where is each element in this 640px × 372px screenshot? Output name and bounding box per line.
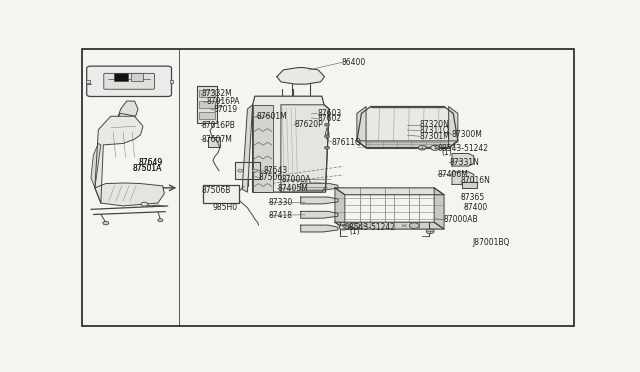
Text: 87506: 87506	[259, 173, 283, 182]
Text: 87602: 87602	[317, 114, 341, 123]
Circle shape	[410, 223, 419, 228]
Text: 87620P: 87620P	[294, 121, 323, 129]
Text: 87016PB: 87016PB	[201, 121, 235, 130]
Polygon shape	[335, 188, 345, 229]
Text: 87405M: 87405M	[277, 184, 308, 193]
Text: (1): (1)	[350, 227, 360, 237]
Polygon shape	[301, 225, 338, 232]
Polygon shape	[208, 137, 220, 147]
FancyBboxPatch shape	[104, 73, 154, 89]
Text: 87019: 87019	[214, 105, 238, 115]
Text: 87000AB: 87000AB	[443, 215, 477, 224]
Circle shape	[350, 223, 360, 228]
Text: 87330: 87330	[269, 198, 293, 207]
Text: 87016PA: 87016PA	[207, 97, 240, 106]
Text: 87611Q: 87611Q	[332, 138, 362, 147]
Text: 87331N: 87331N	[449, 158, 479, 167]
Text: S: S	[342, 225, 346, 230]
Polygon shape	[449, 106, 458, 148]
Circle shape	[141, 202, 148, 206]
Text: 87000A: 87000A	[282, 175, 311, 185]
Polygon shape	[91, 144, 101, 188]
Text: 87506B: 87506B	[201, 186, 230, 195]
Circle shape	[324, 146, 330, 149]
Text: 87300M: 87300M	[452, 130, 483, 139]
Text: 87603: 87603	[317, 109, 341, 118]
Circle shape	[339, 225, 348, 230]
Polygon shape	[281, 105, 329, 192]
Text: 87418: 87418	[269, 211, 293, 220]
Text: 87607M: 87607M	[201, 135, 232, 144]
Polygon shape	[357, 106, 366, 148]
Text: 87649: 87649	[138, 158, 163, 167]
Polygon shape	[118, 101, 138, 116]
Polygon shape	[434, 188, 444, 229]
Text: (1): (1)	[441, 148, 452, 157]
Bar	[199, 101, 215, 108]
Bar	[114, 73, 128, 81]
Circle shape	[253, 169, 257, 172]
Bar	[131, 73, 143, 81]
Text: 87643: 87643	[264, 166, 288, 174]
Polygon shape	[301, 211, 338, 218]
Polygon shape	[452, 172, 474, 185]
Circle shape	[431, 145, 440, 150]
Polygon shape	[242, 105, 253, 192]
Circle shape	[426, 229, 434, 234]
Polygon shape	[95, 116, 143, 203]
Bar	[86, 80, 90, 83]
Text: 87649: 87649	[138, 158, 163, 167]
Text: 985H0: 985H0	[213, 203, 238, 212]
Text: 08543-51242: 08543-51242	[437, 144, 488, 153]
Circle shape	[158, 219, 163, 222]
Text: 87501A: 87501A	[132, 164, 162, 173]
Text: 87332M: 87332M	[201, 89, 232, 99]
FancyBboxPatch shape	[86, 66, 172, 96]
Bar	[199, 90, 215, 97]
Circle shape	[103, 221, 109, 225]
Polygon shape	[301, 183, 338, 190]
Polygon shape	[301, 197, 338, 204]
Text: 08543-51242: 08543-51242	[345, 223, 396, 232]
Bar	[199, 112, 215, 119]
Bar	[170, 80, 173, 83]
Circle shape	[324, 135, 330, 138]
Polygon shape	[253, 105, 273, 192]
Polygon shape	[335, 188, 444, 195]
Polygon shape	[236, 162, 260, 179]
Polygon shape	[335, 222, 444, 229]
Text: 87311Q: 87311Q	[420, 126, 450, 135]
Polygon shape	[452, 154, 474, 166]
Text: 86400: 86400	[342, 58, 366, 67]
Text: 87406M: 87406M	[437, 170, 468, 179]
Text: 87501A: 87501A	[132, 164, 162, 173]
Bar	[462, 182, 477, 189]
Polygon shape	[197, 86, 217, 124]
Circle shape	[419, 145, 426, 150]
Text: 87320N: 87320N	[420, 121, 450, 129]
Text: S: S	[433, 145, 437, 150]
Text: 87301M: 87301M	[420, 132, 451, 141]
Polygon shape	[95, 183, 164, 206]
Text: 87016N: 87016N	[461, 176, 491, 186]
Text: 87365: 87365	[461, 193, 485, 202]
Circle shape	[324, 124, 330, 126]
Text: 87601M: 87601M	[256, 112, 287, 121]
Bar	[203, 185, 239, 203]
Circle shape	[237, 169, 243, 172]
Polygon shape	[277, 68, 324, 84]
Text: J87001BQ: J87001BQ	[473, 238, 510, 247]
Text: 87400: 87400	[464, 203, 488, 212]
Polygon shape	[253, 96, 329, 192]
Polygon shape	[357, 141, 458, 148]
Polygon shape	[357, 106, 458, 148]
